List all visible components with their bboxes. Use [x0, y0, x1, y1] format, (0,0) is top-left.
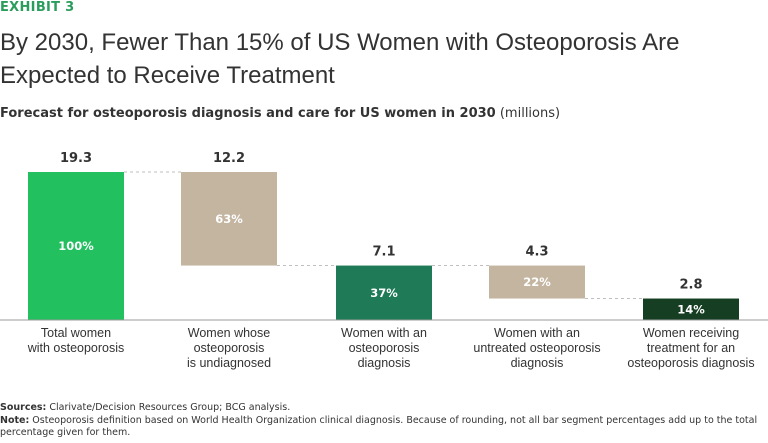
- value-label: 7.1: [372, 245, 395, 260]
- bar-1: [28, 172, 124, 320]
- chart-title: By 2030, Fewer Than 15% of US Women with…: [0, 29, 680, 89]
- percent-label: 37%: [370, 286, 398, 300]
- exhibit-label: EXHIBIT 3: [0, 0, 75, 15]
- category-label: untreated osteoporosis: [473, 341, 600, 355]
- category-label: Women whose: [188, 326, 270, 340]
- sources-block: Sources: Clarivate/Decision Resources Gr…: [0, 402, 765, 440]
- bar-5: [643, 298, 739, 320]
- value-label: 4.3: [525, 245, 548, 260]
- category-label: osteoporosis: [349, 341, 420, 355]
- note-label: Note:: [0, 414, 30, 426]
- category-label: osteoporosis diagnosis: [627, 356, 754, 370]
- subtitle-units: (millions): [499, 106, 561, 121]
- percent-label: 100%: [58, 239, 94, 253]
- category-label: Women receiving: [643, 326, 739, 340]
- percent-label: 14%: [677, 302, 705, 316]
- percent-label: 63%: [215, 212, 243, 226]
- category-label: diagnosis: [511, 356, 564, 370]
- category-label: osteoporosis: [194, 341, 265, 355]
- chart-subtitle: Forecast for osteoporosis diagnosis and …: [0, 106, 560, 121]
- value-label: 12.2: [213, 151, 245, 166]
- subtitle-main: Forecast for osteoporosis diagnosis and …: [0, 106, 496, 121]
- bar-3: [336, 265, 432, 320]
- note-line: Note: Osteoporosis definition based on W…: [0, 415, 765, 440]
- category-label: Women with an: [494, 326, 580, 340]
- bar-2: [181, 172, 277, 266]
- sources-line: Sources: Clarivate/Decision Resources Gr…: [0, 402, 765, 415]
- percent-label: 22%: [523, 275, 551, 289]
- category-label: Women with an: [341, 326, 427, 340]
- category-label: is undiagnosed: [187, 356, 271, 370]
- sources-label: Sources:: [0, 402, 47, 413]
- value-label: 2.8: [679, 278, 702, 293]
- sources-text: Clarivate/Decision Resources Group; BCG …: [49, 402, 291, 413]
- category-label: with osteoporosis: [27, 341, 125, 355]
- bar-4: [489, 265, 585, 299]
- category-label: Total women: [41, 326, 111, 340]
- category-label: diagnosis: [358, 356, 411, 370]
- value-label: 19.3: [60, 151, 92, 166]
- category-label: treatment for an: [647, 341, 735, 355]
- note-text: Osteoporosis definition based on World H…: [0, 414, 758, 439]
